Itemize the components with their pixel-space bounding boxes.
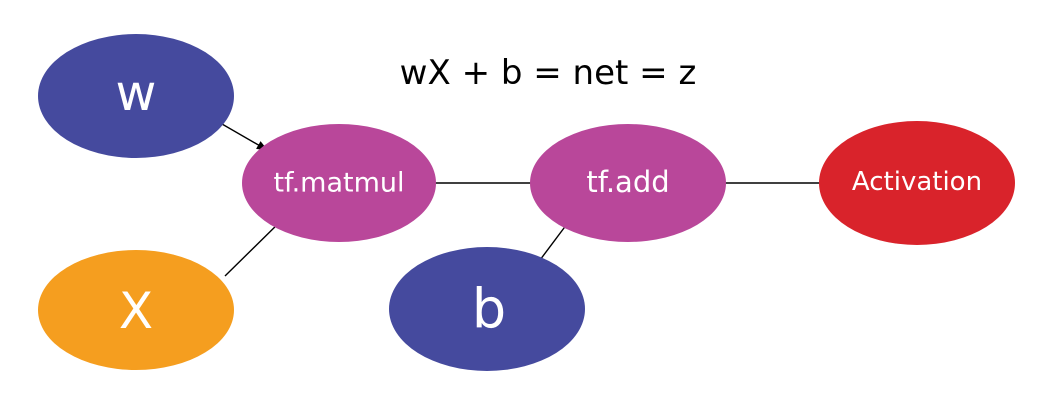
node-x: X xyxy=(38,250,234,370)
node-w: w xyxy=(38,34,234,158)
node-b-shape xyxy=(389,247,585,371)
node-x-shape xyxy=(38,250,234,370)
node-b: b xyxy=(389,247,585,371)
node-activation: Activation xyxy=(819,121,1015,245)
node-matmul: tf.matmul xyxy=(242,124,436,242)
node-x-label: X xyxy=(119,282,153,340)
node-matmul-shape xyxy=(242,124,436,242)
node-b-label: b xyxy=(472,278,506,341)
node-activation-shape xyxy=(819,121,1015,245)
node-matmul-label: tf.matmul xyxy=(273,168,404,199)
equation-label: wX + b = net = z xyxy=(400,53,697,93)
node-w-label: w xyxy=(116,64,157,122)
node-activation-label: Activation xyxy=(852,167,982,197)
node-add: tf.add xyxy=(530,124,726,242)
node-add-label: tf.add xyxy=(586,165,669,199)
node-add-shape xyxy=(530,124,726,242)
edge-w-to-matmul xyxy=(221,123,268,151)
node-w-shape xyxy=(38,34,234,158)
